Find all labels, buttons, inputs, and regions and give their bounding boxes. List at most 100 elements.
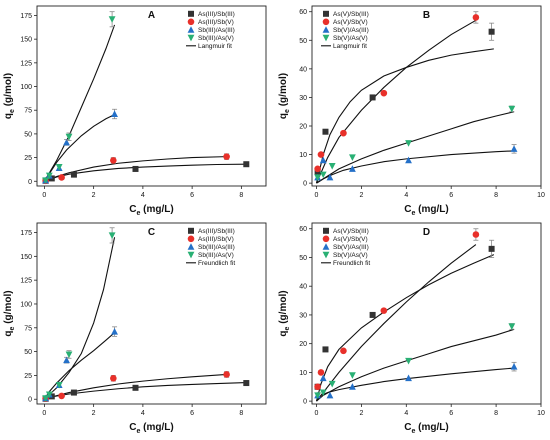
data-point [63, 356, 70, 364]
x-tick-label: 6 [190, 410, 194, 417]
x-tick-label: 2 [359, 192, 363, 199]
data-point [42, 395, 50, 402]
data-point [58, 174, 65, 181]
panel-B: 0 2 4 6 8 10 0 10 20 30 40 50 60 Ce (mg/L) qe (g/mol) B… [278, 5, 545, 217]
y-axis-label: qe (g/mol) [3, 73, 16, 119]
panel-D: 0 2 4 6 8 10 0 10 20 30 40 50 60 Ce (mg/L) qe (g/mol) D… [278, 222, 545, 435]
data-point [319, 374, 327, 382]
legend-label: As(V)/Sb(III) [333, 228, 369, 235]
x-tick-label: 8 [239, 192, 243, 199]
legend-label: As(V)/Sb(V) [333, 236, 368, 243]
data-point [472, 231, 480, 238]
legend-label: As(III)/Sb(III) [198, 11, 235, 18]
data-point [319, 171, 327, 179]
x-axis-label: Ce (mg/L) [404, 422, 448, 435]
data-point [45, 172, 53, 180]
data-point [488, 28, 495, 35]
y-tick-label: 0 [303, 399, 307, 406]
y-tick-label: 0 [28, 179, 32, 186]
data-point [349, 383, 356, 390]
x-tick-label: 2 [92, 192, 96, 199]
plot-frame [36, 222, 267, 405]
data-point [63, 138, 70, 146]
data-point [322, 346, 329, 353]
panel-A: 0 2 4 6 8 0 25 50 75 100 125 150 175 Ce (mg/L) qe (g/m… [3, 5, 267, 217]
x-tick-label: 8 [494, 410, 498, 417]
legend-fit-label: Freundlich fit [198, 260, 235, 267]
fit-curve [43, 113, 117, 182]
data-point [317, 151, 325, 158]
data-point [510, 363, 518, 370]
y-tick-label: 40 [299, 284, 307, 291]
data-point [488, 245, 495, 252]
data-point [314, 383, 321, 391]
y-tick-label: 125 [20, 278, 32, 285]
legend-marker [187, 251, 195, 259]
data-point [58, 392, 65, 400]
y-tick-label: 60 [299, 9, 307, 16]
data-point [340, 129, 347, 137]
fit-curve [44, 373, 227, 400]
data-point [319, 389, 327, 397]
y-tick-label: 10 [299, 370, 307, 377]
data-point [314, 165, 321, 173]
y-tick-label: 175 [20, 230, 32, 237]
legend-marker [322, 34, 330, 42]
x-tick-label: 4 [404, 192, 408, 199]
y-tick-label: 0 [28, 397, 32, 404]
x-axis-label: Ce (mg/L) [129, 204, 173, 217]
data-point [317, 369, 325, 376]
data-point [243, 161, 250, 168]
plot-area [42, 227, 250, 403]
data-point [132, 165, 139, 172]
x-tick-label: 4 [404, 410, 408, 417]
legend-label: Sb(III)/As(III) [198, 27, 235, 34]
x-tick-label: 0 [42, 192, 46, 199]
fit-curve [316, 367, 515, 402]
legend-label: As(V)/Sb(V) [333, 19, 368, 26]
x-tick-label: 6 [449, 410, 453, 417]
y-axis-label: qe (g/mol) [278, 73, 291, 119]
panel-title: B [423, 10, 430, 21]
data-point [405, 156, 412, 164]
data-point [508, 105, 516, 113]
legend-marker [188, 227, 194, 234]
data-point [55, 381, 63, 389]
y-tick-label: 50 [299, 38, 307, 45]
y-axis-label: qe (g/mol) [278, 290, 291, 336]
fit-curve [315, 48, 494, 184]
data-point [405, 374, 412, 382]
data-point [380, 89, 388, 97]
data-point [328, 163, 336, 170]
legend-marker [323, 10, 329, 17]
data-point [108, 16, 116, 23]
legend-marker [322, 18, 330, 26]
legend-marker [187, 26, 195, 33]
data-point [326, 391, 334, 399]
data-point [340, 347, 347, 355]
panel-title: D [423, 227, 430, 238]
y-tick-label: 75 [24, 325, 32, 332]
data-point [328, 380, 336, 388]
legend-marker [322, 251, 330, 259]
data-point [65, 351, 73, 359]
y-tick-label: 150 [20, 254, 32, 261]
x-tick-label: 6 [190, 192, 194, 199]
data-point [314, 392, 322, 399]
legend-label: As(III)/Sb(III) [198, 228, 235, 235]
y-tick-label: 100 [20, 301, 32, 308]
y-tick-label: 40 [299, 66, 307, 73]
fit-curve [315, 19, 477, 184]
legend-fit-label: Freundlich fit [333, 260, 370, 267]
x-tick-label: 0 [315, 410, 319, 417]
legend-label: As(III)/Sb(V) [198, 19, 234, 26]
legend: As(III)/Sb(III)As(III)/Sb(V)Sb(III)/As(I… [186, 227, 235, 267]
legend-marker [322, 243, 330, 250]
legend-marker [187, 34, 195, 42]
legend-fit-label: Langmuir fit [333, 43, 367, 50]
y-tick-label: 150 [20, 37, 32, 44]
y-tick-label: 125 [20, 60, 32, 67]
data-point [314, 174, 322, 182]
